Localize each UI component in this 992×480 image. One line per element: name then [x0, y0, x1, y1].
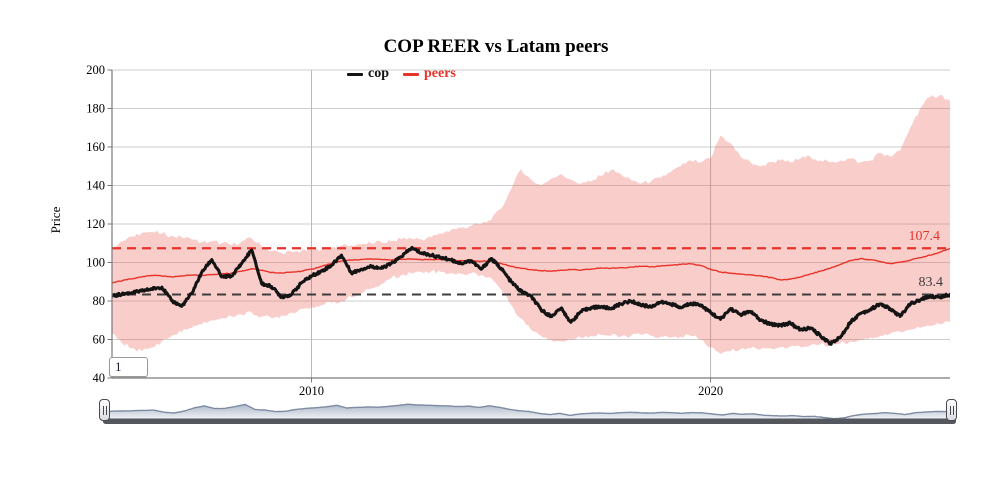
- navigator-rail[interactable]: [103, 418, 956, 425]
- y-tick-label: 80: [93, 294, 106, 308]
- x-tick-label: 2020: [698, 384, 723, 396]
- y-tick-label: 160: [86, 140, 105, 154]
- navigator-outline: [103, 403, 957, 420]
- y-tick-label: 200: [86, 63, 105, 77]
- y-tick-label: 100: [86, 256, 105, 270]
- peers-range-band: [112, 95, 950, 354]
- y-tick-label: 120: [86, 217, 105, 231]
- chart-title: COP REER vs Latam peers: [383, 36, 609, 57]
- navigator-left-handle[interactable]: [99, 399, 110, 421]
- legend-dash-peers-icon: [403, 72, 419, 76]
- navigator-chart[interactable]: [0, 396, 992, 450]
- y-tick-label: 140: [86, 179, 105, 193]
- reference-label-cop-last: 83.4: [918, 275, 944, 290]
- cop-line: [112, 245, 950, 346]
- reference-label-peers-last: 107.4: [908, 229, 941, 244]
- navigator-right-handle[interactable]: [946, 399, 957, 421]
- x-tick-label: 2010: [299, 384, 324, 396]
- legend-dash-cop-icon: [347, 72, 363, 76]
- y-tick-label: 180: [86, 102, 105, 116]
- peers-line: [112, 247, 950, 284]
- main-plot-area[interactable]: 200 180 160 140 120 100 80 60 40 2010 2020: [0, 0, 992, 396]
- range-selector-input[interactable]: 1: [109, 357, 148, 377]
- y-tick-label: 40: [93, 371, 106, 385]
- y-tick-label: 60: [93, 333, 106, 347]
